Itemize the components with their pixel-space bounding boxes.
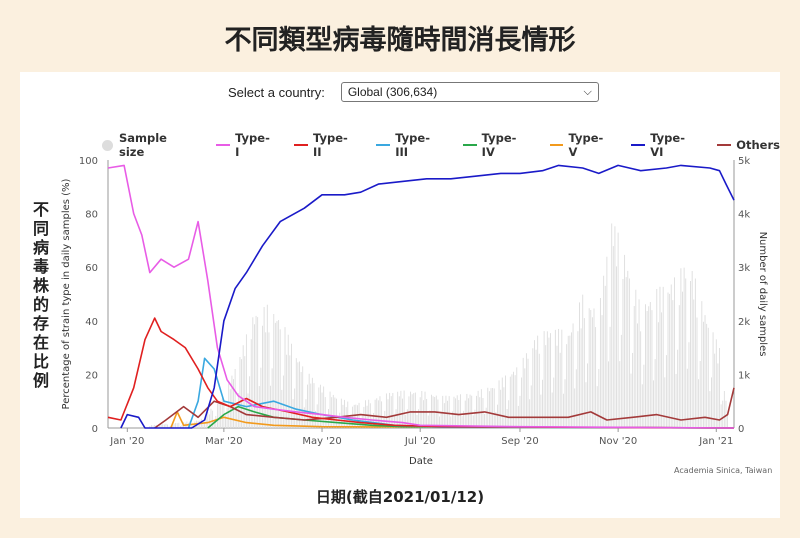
line-swatch-icon (216, 144, 231, 146)
side-label-char: 存 (32, 314, 49, 333)
side-label-char: 的 (32, 295, 49, 314)
legend-label: Type-III (395, 131, 430, 159)
line-swatch-icon (294, 144, 308, 146)
line-swatch-icon (376, 144, 391, 146)
y-axis-right-title: Number of daily samples (757, 232, 768, 357)
y-tick-right: 3k (738, 263, 750, 274)
chart-legend: Sample size Type-I Type-II Type-III Type… (102, 131, 800, 159)
side-label-char: 例 (32, 371, 49, 390)
legend-item-type-iv[interactable]: Type-IV (462, 131, 530, 159)
side-label-char: 毒 (32, 257, 49, 276)
circle-icon (102, 139, 113, 151)
x-axis-title: Date (409, 456, 433, 467)
series-line-type-vi (120, 164, 735, 429)
legend-label: Type-II (313, 131, 348, 159)
line-swatch-icon (549, 144, 564, 146)
y-tick-right: 5k (738, 156, 750, 167)
country-select[interactable]: Global (306,634) ⌵ (340, 82, 599, 102)
y-tick-right: 4k (738, 210, 750, 221)
country-select-value: Global (306,634) (347, 85, 438, 99)
y-tick-left: 100 (79, 156, 98, 167)
line-swatch-icon (462, 144, 477, 146)
side-label-char: 不 (32, 200, 49, 219)
x-tick-label: May '20 (302, 436, 341, 447)
side-label-char: 株 (32, 276, 49, 295)
side-label: 不 同 病 毒 株 的 存 在 比 例 (30, 200, 52, 390)
y-tick-left: 40 (85, 317, 98, 328)
legend-item-type-i[interactable]: Type-I (216, 131, 274, 159)
legend-item-type-ii[interactable]: Type-II (294, 131, 356, 159)
x-tick-label: Nov '20 (599, 436, 637, 447)
date-caption: 日期(截自2021/01/12) (315, 488, 485, 506)
selector-label: Select a country: (228, 84, 325, 100)
x-tick-label: Mar '20 (205, 436, 243, 447)
y-tick-right: 1k (738, 370, 750, 381)
series-line-type-ii (107, 317, 735, 429)
legend-label: Sample size (118, 131, 167, 159)
credit-text: Academia Sinica, Taiwan (674, 466, 773, 475)
legend-label: Type-VI (650, 131, 685, 159)
side-label-char: 比 (32, 352, 49, 371)
chevron-down-icon: ⌵ (583, 86, 592, 98)
side-label-char: 病 (32, 238, 49, 257)
legend-label: Type-IV (481, 131, 517, 159)
legend-item-type-vi[interactable]: Type-VI (631, 131, 697, 159)
x-tick-label: Jul '20 (404, 436, 436, 447)
line-swatch-icon (631, 144, 646, 146)
side-label-char: 同 (32, 219, 49, 238)
legend-item-others[interactable]: Others (717, 131, 780, 159)
y-tick-right: 2k (738, 317, 750, 328)
legend-label: Type-V (568, 131, 604, 159)
y-tick-left: 80 (85, 210, 98, 221)
y-tick-left: 0 (92, 424, 98, 435)
y-tick-left: 20 (85, 370, 98, 381)
legend-label: Type-I (235, 131, 270, 159)
page-title: 不同類型病毒隨時間消長情形 (224, 25, 576, 56)
series-line-type-v (170, 411, 735, 429)
series-line-type-i (107, 164, 735, 429)
legend-label: Others (736, 138, 780, 152)
line-swatch-icon (717, 144, 732, 146)
x-tick-label: Jan '20 (109, 436, 144, 447)
legend-item-type-v[interactable]: Type-V (549, 131, 612, 159)
x-tick-label: Sep '20 (501, 436, 539, 447)
legend-item-sample-size[interactable]: Sample size (102, 131, 196, 159)
country-selector: Select a country: Global (306,634) ⌵ (228, 82, 599, 102)
y-tick-right: 0 (738, 424, 744, 435)
legend-item-type-iii[interactable]: Type-III (376, 131, 442, 159)
side-label-char: 在 (32, 333, 49, 352)
chart-panel (20, 72, 780, 518)
x-tick-label: Jan '21 (698, 436, 733, 447)
y-axis-left-title: Percentage of strain type in daily sampl… (61, 178, 72, 409)
y-tick-left: 60 (85, 263, 98, 274)
